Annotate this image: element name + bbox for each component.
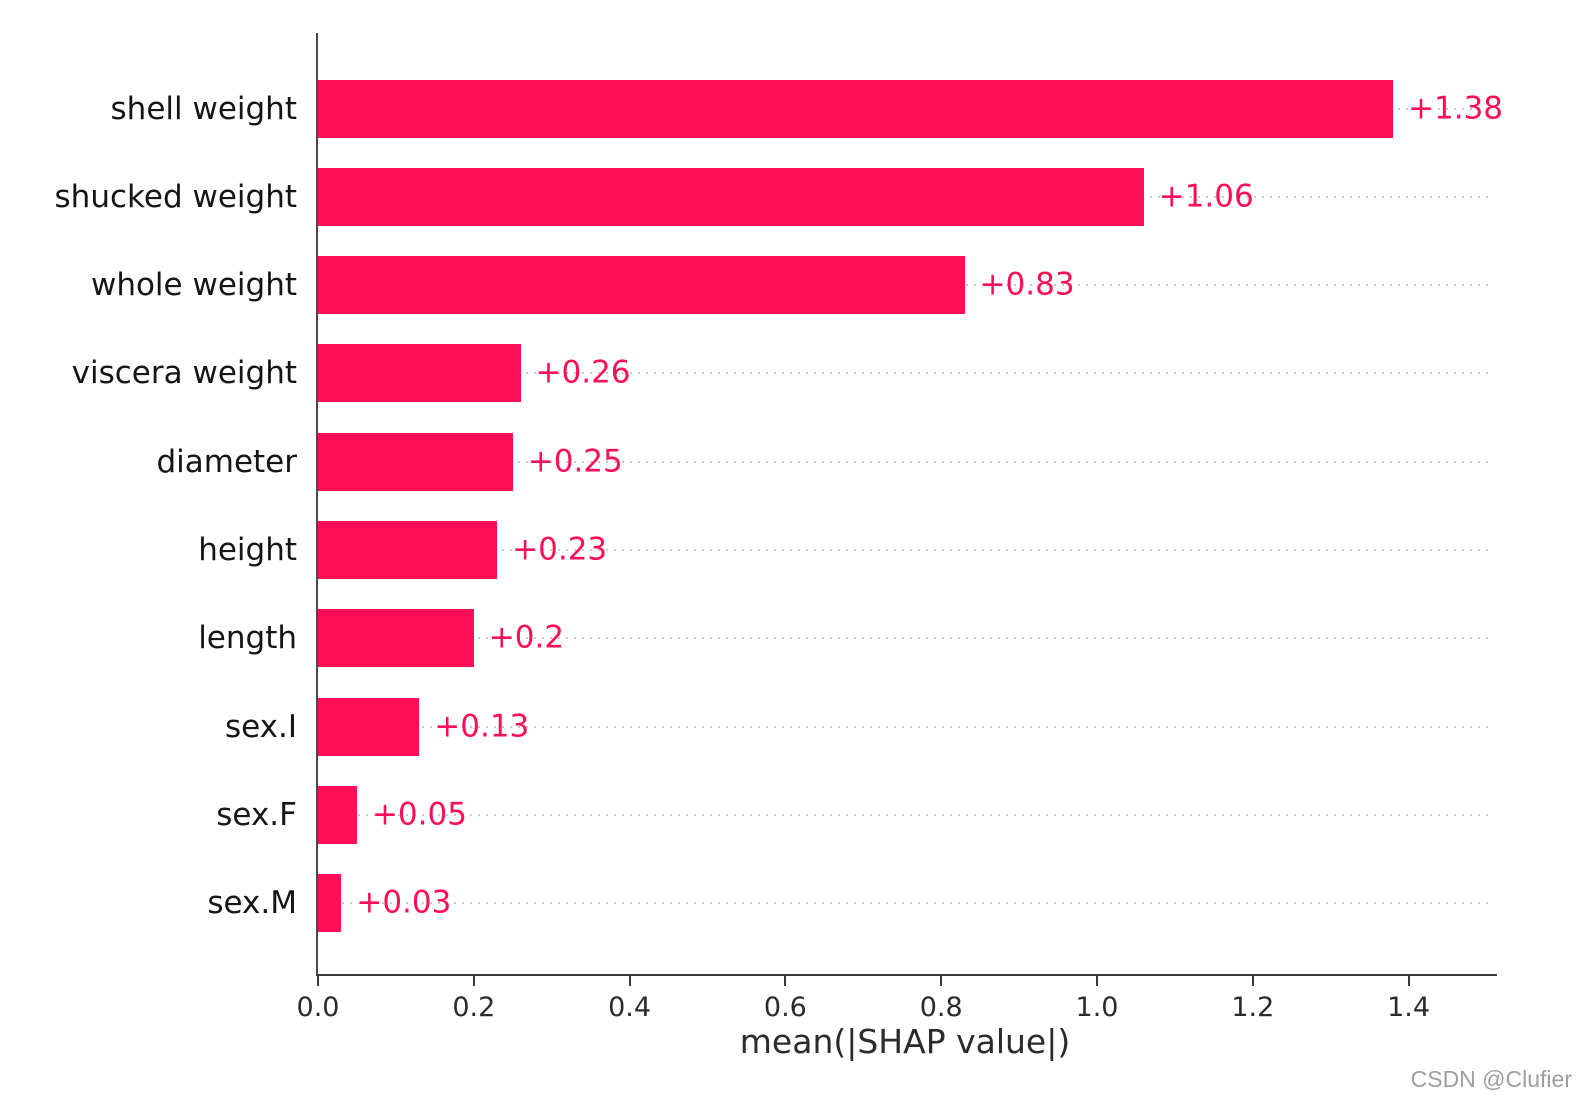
x-tick-mark-1.4 <box>1407 976 1410 986</box>
value-label-sex-i: +0.13 <box>434 707 530 744</box>
category-label-shell-weight: shell weight <box>110 90 297 127</box>
value-label-shell-weight: +1.38 <box>1408 89 1504 126</box>
x-tick-label-1.4: 1.4 <box>1387 992 1431 1023</box>
category-label-shucked-weight: shucked weight <box>54 178 297 215</box>
category-label-sex-f: sex.F <box>216 796 297 833</box>
category-label-sex-m: sex.M <box>207 885 297 922</box>
x-tick-label-1.2: 1.2 <box>1231 992 1275 1023</box>
x-tick-mark-1.0 <box>1096 976 1098 986</box>
value-label-height: +0.23 <box>512 531 608 568</box>
x-axis-label: mean(|SHAP value|) <box>739 1022 1071 1061</box>
watermark: CSDN @Clufier <box>1410 1066 1572 1092</box>
value-label-shucked-weight: +1.06 <box>1158 178 1254 215</box>
value-label-sex-f: +0.05 <box>371 796 467 833</box>
y-axis-spine <box>316 33 318 975</box>
category-label-diameter: diameter <box>156 443 297 480</box>
bar-viscera-weight <box>318 344 521 403</box>
category-label-length: length <box>198 620 297 657</box>
bar-sex-i <box>318 697 419 756</box>
bar-shucked-weight <box>318 167 1144 226</box>
x-tick-mark-0.4 <box>628 976 631 986</box>
gridline-sex-m <box>318 902 1492 905</box>
x-tick-mark-0.0 <box>317 976 319 986</box>
bar-sex-m <box>318 874 341 933</box>
gridline-diameter <box>318 460 1492 463</box>
x-axis-spine <box>316 974 1497 976</box>
gridline-sex-i <box>318 725 1492 728</box>
x-tick-mark-1.2 <box>1251 976 1254 986</box>
x-tick-label-0.0: 0.0 <box>296 992 340 1023</box>
bar-diameter <box>318 432 513 491</box>
bar-length <box>318 609 474 668</box>
bar-height <box>318 521 497 579</box>
gridline-viscera-weight <box>318 372 1492 375</box>
x-tick-label-0.6: 0.6 <box>763 992 807 1023</box>
value-label-viscera-weight: +0.26 <box>535 354 631 391</box>
value-label-diameter: +0.25 <box>527 442 623 479</box>
category-label-viscera-weight: viscera weight <box>71 355 297 392</box>
x-tick-mark-0.2 <box>472 976 475 986</box>
category-label-height: height <box>198 532 297 568</box>
x-tick-label-0.4: 0.4 <box>608 992 652 1023</box>
category-label-whole-weight: whole weight <box>90 267 297 304</box>
value-label-sex-m: +0.03 <box>356 884 452 921</box>
value-label-length: +0.2 <box>488 619 565 656</box>
x-tick-label-0.8: 0.8 <box>919 992 963 1023</box>
gridline-length <box>318 637 1492 640</box>
bar-whole-weight <box>318 256 965 315</box>
bar-shell-weight <box>318 79 1393 138</box>
x-tick-label-1.0: 1.0 <box>1075 992 1119 1023</box>
bar-sex-f <box>318 785 357 844</box>
gridline-sex-f <box>318 813 1492 816</box>
x-tick-mark-0.6 <box>784 976 787 986</box>
x-tick-label-0.2: 0.2 <box>452 992 496 1023</box>
gridline-height <box>318 549 1492 551</box>
x-tick-mark-0.8 <box>940 976 943 986</box>
value-label-whole-weight: +0.83 <box>979 266 1075 303</box>
category-label-sex-i: sex.I <box>224 708 297 745</box>
